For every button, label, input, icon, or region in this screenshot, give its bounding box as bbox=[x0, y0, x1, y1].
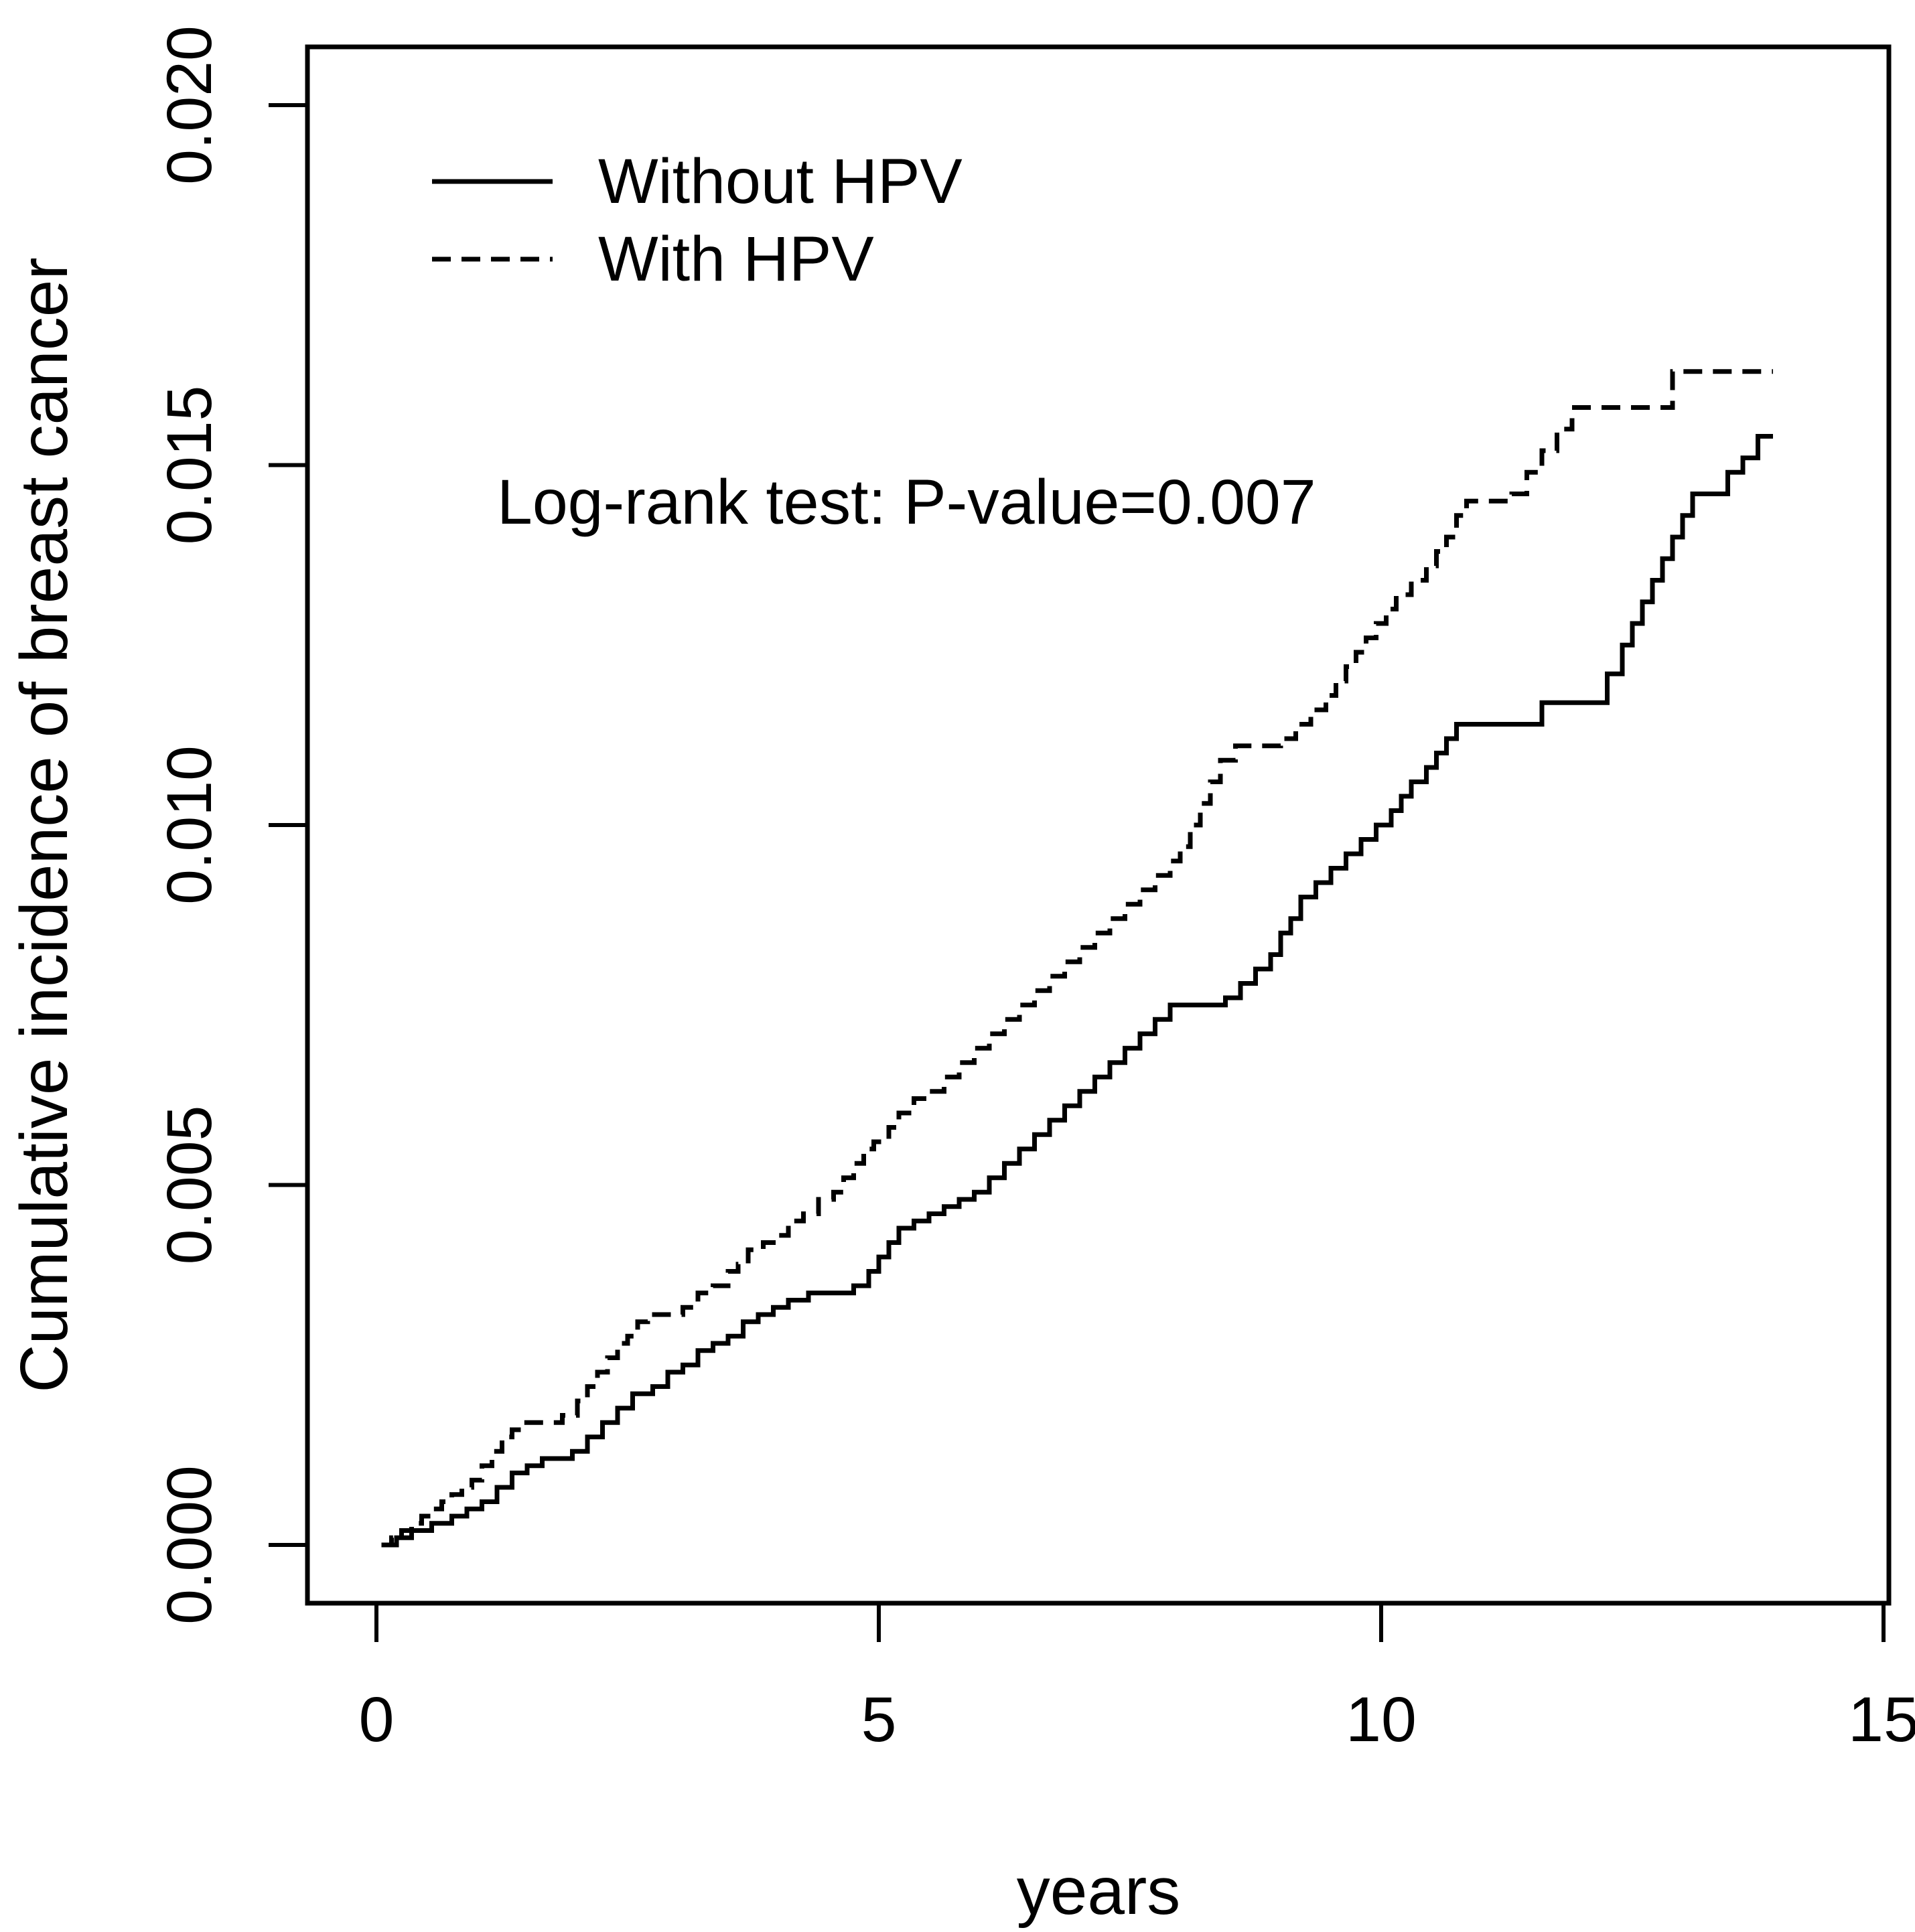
legend-label-without-hpv: Without HPV bbox=[598, 146, 963, 217]
y-tick-label: 0.000 bbox=[154, 1465, 225, 1625]
y-tick-label: 0.010 bbox=[154, 745, 225, 905]
x-axis-title: years bbox=[1017, 1854, 1181, 1929]
legend-label-with-hpv: With HPV bbox=[598, 224, 874, 295]
x-tick-label: 15 bbox=[1848, 1684, 1915, 1755]
y-tick-label: 0.005 bbox=[154, 1106, 225, 1265]
y-axis: 0.000 0.005 0.010 0.015 0.020 bbox=[154, 25, 307, 1625]
y-tick-label: 0.015 bbox=[154, 386, 225, 545]
y-tick-label: 0.020 bbox=[154, 25, 225, 185]
legend: Without HPV With HPV bbox=[432, 146, 963, 295]
x-tick-label: 10 bbox=[1346, 1684, 1417, 1755]
y-axis-title: Cumulative incidence of breast cancer bbox=[7, 257, 82, 1392]
x-axis: 0 5 10 15 bbox=[359, 1603, 1915, 1755]
plot-box bbox=[305, 44, 1892, 1606]
x-tick-label: 0 bbox=[359, 1684, 395, 1755]
x-tick-label: 5 bbox=[861, 1684, 897, 1755]
log-rank-annotation: Log-rank test: P-value=0.007 bbox=[497, 467, 1316, 538]
curve-with-hpv bbox=[381, 369, 1773, 1548]
curve-without-hpv bbox=[381, 434, 1773, 1548]
curves-group bbox=[381, 369, 1773, 1548]
